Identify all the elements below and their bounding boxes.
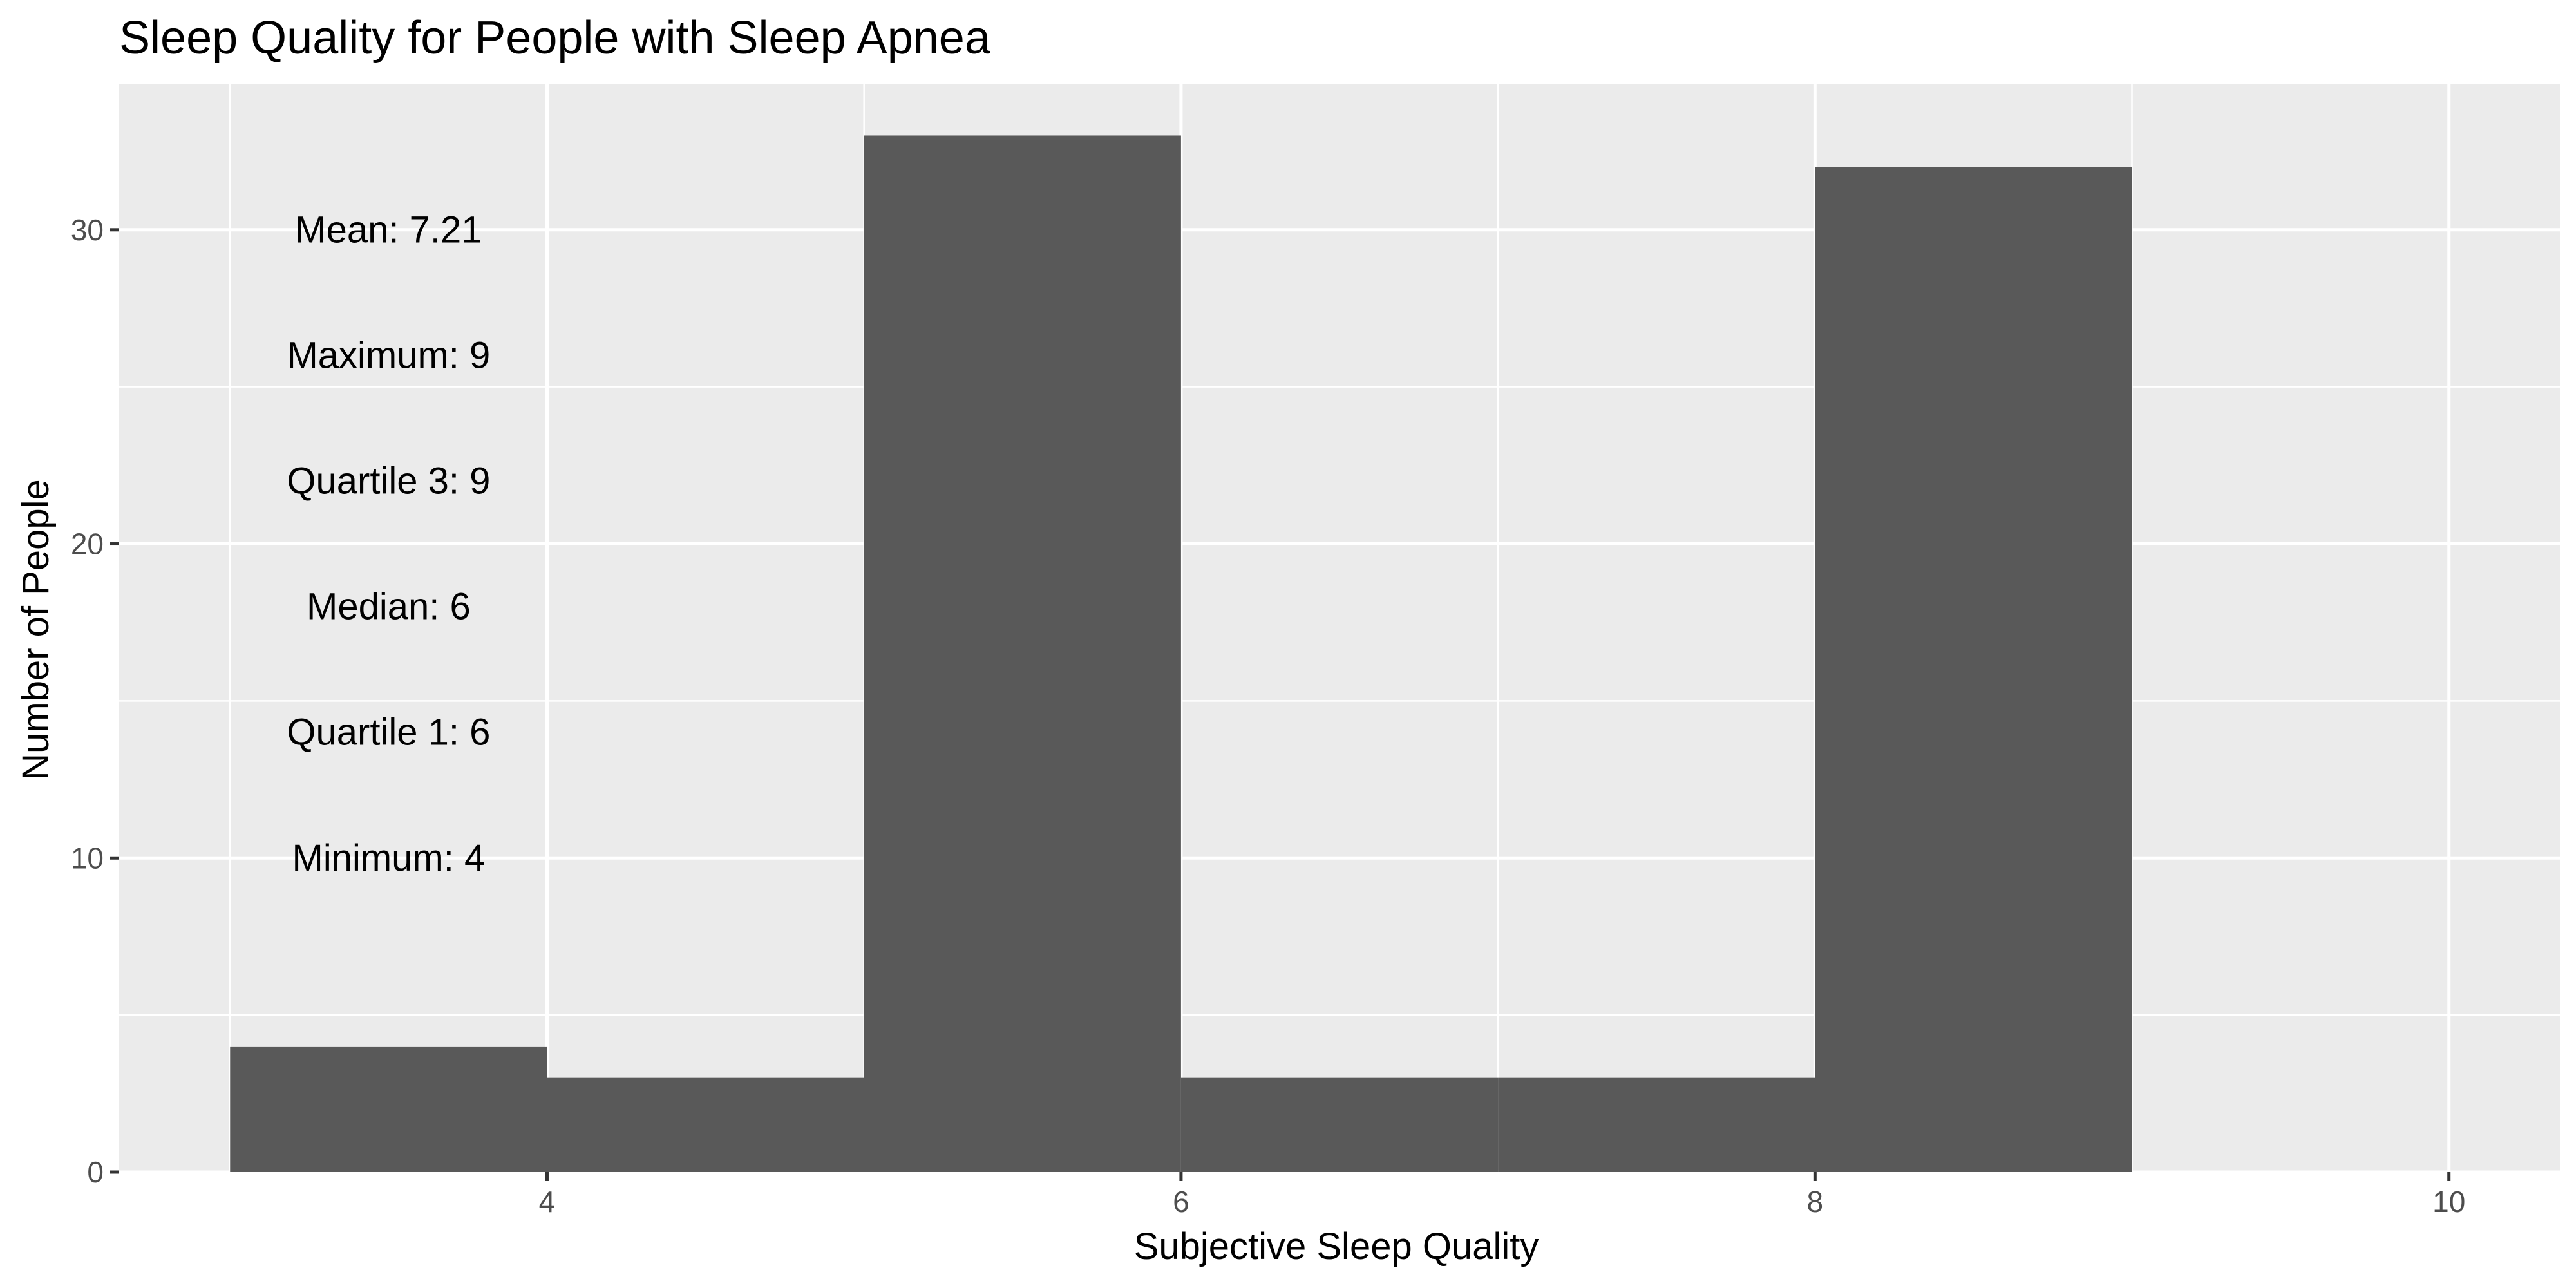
histogram-bar	[1498, 1077, 1815, 1172]
histogram-bar	[1180, 1077, 1499, 1172]
histogram-bar	[230, 1046, 547, 1172]
x-tick-label: 10	[2432, 1185, 2465, 1218]
histogram-bar	[1815, 167, 2132, 1172]
x-tick-label: 6	[1173, 1185, 1189, 1218]
x-axis-title: Subjective Sleep Quality	[1134, 1226, 1539, 1267]
plot-panel	[119, 84, 2560, 1172]
x-axis: 4 6 8 10	[539, 1172, 2465, 1218]
summary-annotations: Mean: 7.21 Maximum: 9 Quartile 3: 9 Median:…	[287, 209, 490, 878]
y-tick-label: 20	[71, 527, 104, 561]
summary-statistic-label: Quartile 1: 6	[287, 712, 490, 753]
summary-statistic-label: Maximum: 9	[287, 334, 490, 376]
x-tick-label: 4	[539, 1185, 556, 1218]
summary-statistic-label: Median: 6	[307, 586, 471, 628]
y-tick-label: 30	[71, 213, 104, 247]
histogram-bar	[547, 1077, 864, 1172]
histogram-bars	[230, 135, 2132, 1172]
x-tick-label: 8	[1807, 1185, 1824, 1218]
histogram-bar	[864, 135, 1181, 1172]
summary-statistic-label: Quartile 3: 9	[287, 460, 490, 502]
y-axis: 0 10 20 30	[71, 213, 119, 1189]
summary-statistic-label: Minimum: 4	[292, 837, 486, 879]
y-axis-title: Number of People	[15, 479, 57, 780]
y-tick-label: 10	[71, 841, 104, 875]
y-tick-label: 0	[87, 1155, 104, 1189]
chart-title: Sleep Quality for People with Sleep Apne…	[119, 12, 991, 64]
summary-statistic-label: Mean: 7.21	[295, 209, 482, 251]
